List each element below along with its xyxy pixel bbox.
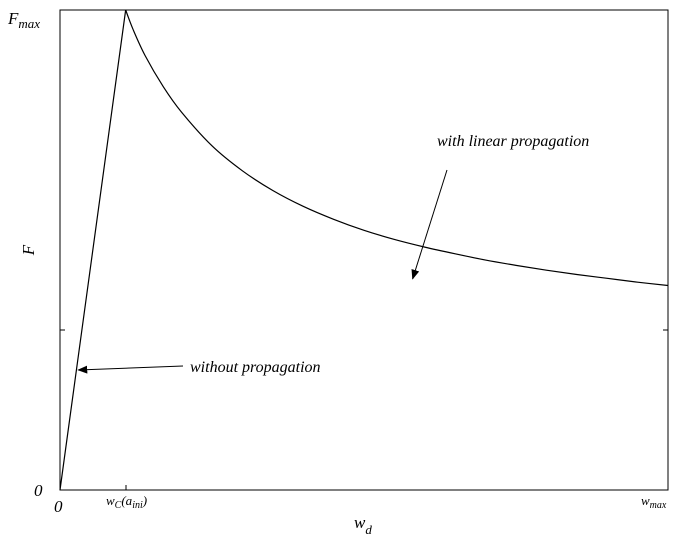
series-line [59, 9, 669, 491]
y-tick-label-zero: 0 [34, 481, 43, 500]
arrow-without-propagation [77, 365, 184, 374]
x-tick-label-wmax: wmax [641, 493, 667, 511]
y-axis-label: F [19, 244, 38, 256]
x-tick-label-wc: wC(aini) [106, 493, 147, 511]
annotation-without-propagation: without propagation [190, 359, 321, 376]
y-tick-label-fmax: Fmax [7, 9, 40, 31]
annotation-with-linear-propagation: with linear propagation [437, 133, 589, 150]
plot-frame [59, 9, 669, 491]
arrow-with-linear-propagation [411, 169, 448, 280]
x-axis-label: wd [354, 513, 372, 537]
x-tick-label-zero: 0 [54, 497, 63, 516]
